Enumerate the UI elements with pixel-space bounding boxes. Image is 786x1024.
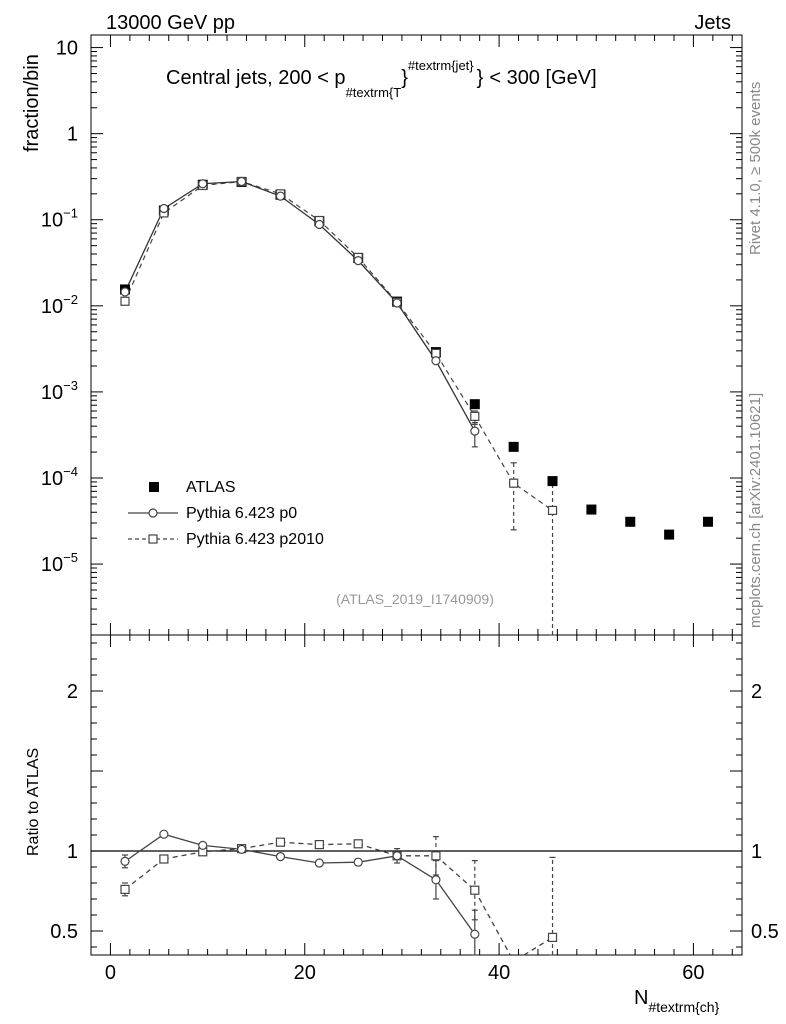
p0-point [120,287,130,297]
ratio-x-tick-label: 0 [105,962,116,984]
main-y-tick-label: 1 [67,124,78,146]
main-y-tick-label: 10−3 [41,378,78,404]
p2010-point [547,505,558,516]
main-axes: 10 1 10−1 10−2 10−3 10−4 10−5 [41,35,742,635]
ratio-p0-segment [202,844,242,851]
atlas-point [469,399,480,410]
energy-label: 13000 GeV pp [106,12,235,34]
p0-point [431,356,441,366]
ratio-p2010-point [431,851,441,861]
main-y-tick-label: 10−4 [41,464,78,490]
ratio-p2010-segment [202,847,242,853]
main-marks [120,176,713,636]
mcplots-label: mcplots.cern.ch [arXiv:2401.10621] [747,393,764,628]
ratio-p2010-point [159,854,169,864]
ratio-y-tick-label-right: 0.5 [751,921,779,943]
ratio-p0-point [353,857,363,867]
ratio-p0-segment [396,855,437,881]
atlas-point [508,441,519,452]
ratio-y-tick-label-right: 2 [751,681,762,703]
main-y-tick-label: 10 [56,38,78,60]
main-y-tick-label: 10−5 [41,550,78,576]
ratio-p0-segment [435,879,476,935]
atlas-point [586,504,597,515]
ratio-y-tick-label: 1 [67,841,78,863]
ratio-x-tick-label: 60 [682,962,704,984]
atlas-point [702,516,713,527]
ratio-p0-point [198,840,208,851]
ratio-p0-segment [163,833,203,847]
ratio-y-tick-label: 2 [67,681,78,703]
ratio-p0-segment [358,855,398,863]
ratio-x-tick-label: 20 [294,962,316,984]
ratio-p0-point [120,856,130,867]
process-label: Jets [694,12,731,34]
legend-label-atlas: ATLAS [186,479,236,496]
ratio-p2010-segment [523,936,553,956]
p0-series-line [124,180,476,432]
ratio-p2010-point [353,839,363,849]
ratio-p0-segment [241,848,281,858]
p2010-series-line [124,180,553,511]
p0-point [237,176,247,187]
ratio-p2010-segment [124,858,165,890]
legend-marker-atlas [149,482,159,492]
ratio-p2010-point [470,885,480,895]
ratio-p2010-segment [358,843,398,857]
ratio-p0-point [470,929,480,939]
atlas-point [664,529,675,540]
p0-point [314,219,324,230]
ratio-p0-point [237,844,247,855]
ratio-p0-segment [319,861,359,864]
ratio-y-tick-label: 0.5 [50,921,78,943]
p0-point [470,426,480,436]
ratio-p2010-point [120,884,130,895]
p0-point [198,179,208,189]
p0-point [353,256,363,266]
main-y-tick-label: 10−2 [41,292,78,318]
ratio-p2010-segment [163,851,203,860]
ratio-p0-point [159,829,169,839]
ratio-x-tick-label: 40 [488,962,510,984]
legend-marker-p2010 [148,534,158,544]
legend-marker-p0 [148,508,158,518]
ratio-p2010-point [314,839,324,850]
ratio-marks [120,829,558,956]
legend-label-p0: Pythia 6.423 p0 [186,505,297,522]
atlas-point [547,476,558,487]
ratio-p2010-segment [241,841,281,850]
analysis-annotation: (ATLAS_2019_I1740909) [336,591,494,607]
legend-label-p2010: Pythia 6.423 p2010 [186,531,324,548]
main-title: Central jets, 200 < p#textrm{T}#textrm{j… [166,58,597,100]
atlas-point [625,516,636,527]
ratio-p2010-segment [474,889,511,956]
legend: ATLAS Pythia 6.423 p0 Pythia 6.423 p2010 [128,479,324,548]
rivet-label: Rivet 4.1.0, ≥ 500k events [747,82,764,255]
ratio-axes: 0.5 0.51 12 20 20 40 60 [50,635,779,984]
ratio-y-tick-label-right: 1 [751,841,762,863]
p0-point [159,203,169,214]
ratio-panel-frame [90,634,743,956]
p2010-point [470,411,480,421]
p0-point [275,191,286,201]
ratio-p0-point [314,858,324,868]
ratio-p0-point [392,851,402,861]
ratio-p0-point [431,875,441,885]
ratio-p2010-point [275,837,286,847]
p2010-point [120,296,130,306]
ratio-p2010-segment [319,843,359,846]
ratio-p0-point [275,851,286,862]
ratio-p2010-segment [435,855,476,891]
ratio-p2010-segment [280,841,320,846]
main-y-axis-label: fraction/bin [21,54,43,152]
main-y-tick-label: 10−1 [41,206,78,232]
ratio-y-axis-label: Ratio to ATLAS [25,748,42,856]
p2010-point [509,478,519,488]
ratio-p0-segment [124,833,165,862]
p0-point [392,298,402,308]
ratio-p0-segment [280,855,320,864]
ratio-p2010-point [547,932,558,943]
ratio-x-axis-label: N#textrm{ch} [634,987,720,1015]
